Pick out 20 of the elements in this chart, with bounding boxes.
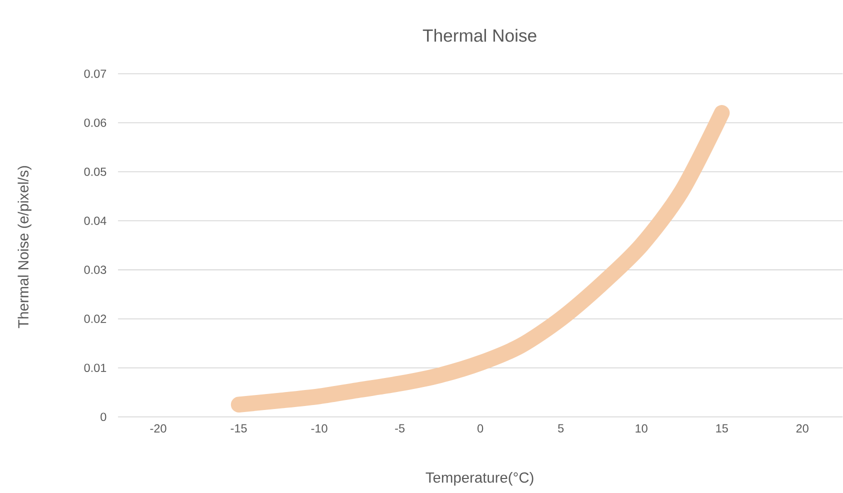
y-tick-label: 0.04 [84, 216, 106, 226]
y-tick-label: 0.07 [84, 70, 106, 78]
x-tick-label: -5 [395, 424, 405, 433]
x-axis-title: Temperature(°C) [426, 472, 534, 486]
y-tick-label: 0.02 [84, 314, 106, 324]
y-tick-label: 0.05 [84, 168, 106, 176]
x-tick-label: -15 [230, 424, 247, 433]
chart-title: Thermal Noise [422, 29, 536, 42]
y-tick-label: 0.01 [84, 364, 106, 372]
x-tick-label: -20 [150, 424, 166, 433]
y-axis-title: Thermal Noise (e/pixel/s) [18, 166, 32, 328]
x-tick-label: 0 [477, 424, 484, 433]
y-tick-label: 0.03 [84, 266, 106, 274]
x-tick-label: -10 [311, 424, 328, 433]
x-tick-label: 5 [558, 424, 564, 433]
x-tick-label: 10 [636, 424, 648, 433]
y-tick-label: 0 [100, 412, 106, 422]
y-tick-label: 0.06 [84, 118, 106, 128]
x-tick-label: 20 [796, 424, 808, 433]
x-tick-label: 15 [716, 424, 728, 433]
